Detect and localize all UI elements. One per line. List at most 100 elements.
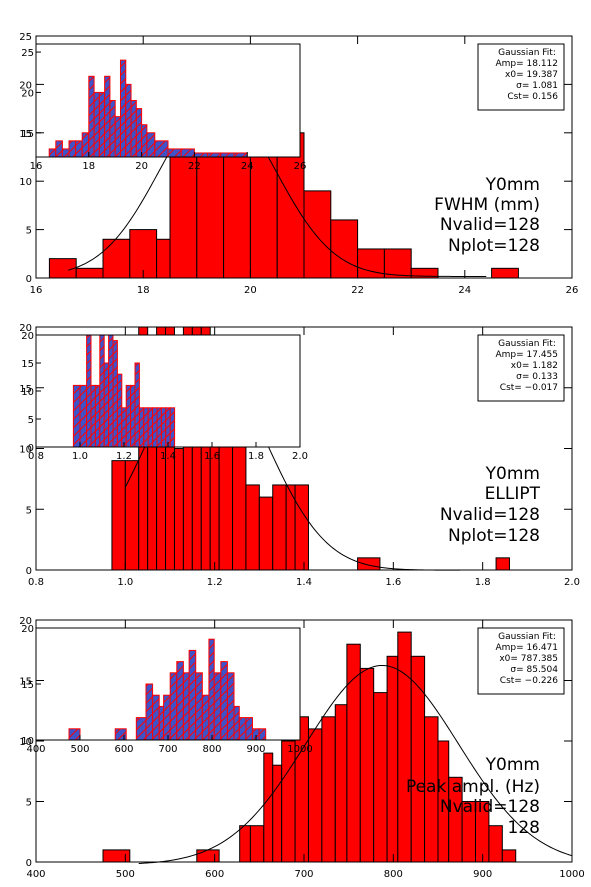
inset-x-tick-label: 22	[188, 161, 201, 172]
inset-bar	[152, 407, 158, 447]
inset-bar	[141, 124, 148, 157]
inset-bar	[201, 694, 210, 740]
x-tick-label: 1000	[559, 869, 584, 880]
histogram-bar	[272, 764, 283, 863]
panel-label: Y0mm	[485, 175, 540, 195]
fit-box-line: Amp= 17.455	[495, 350, 558, 360]
fit-box-line: x0= 787.385	[499, 654, 558, 664]
nplot-label: Nplot=128	[448, 526, 540, 546]
fit-box-line: Cst= −0.017	[500, 383, 558, 393]
axes-frame	[35, 35, 573, 279]
histogram-bar	[488, 825, 503, 863]
histogram-bar	[173, 448, 184, 571]
inset-bar	[130, 384, 136, 447]
x-tick-label: 20	[244, 285, 257, 296]
panel-label: Nvalid=128	[440, 797, 540, 817]
y-tick-label: 15	[19, 384, 32, 395]
x-tick-label: 1.2	[207, 577, 223, 588]
inset-x-tick-label: 1.8	[248, 451, 264, 462]
x-tick-label: 0.8	[28, 577, 44, 588]
nplot-label: Nplot=128	[448, 236, 540, 256]
y-tick-label: 10	[19, 445, 32, 456]
panel-label: Y0mm	[485, 755, 540, 775]
inset-bar	[138, 407, 145, 447]
inset-bar	[169, 407, 176, 447]
histogram-bar	[232, 435, 247, 571]
inset-bar	[75, 140, 83, 157]
x-tick-label: 26	[566, 285, 579, 296]
inset-bar	[88, 75, 95, 157]
inset-bar	[176, 661, 184, 740]
inset-x-tick-label: 26	[294, 161, 307, 172]
fit-box-line: Cst= 0.156	[507, 92, 558, 102]
histogram-bar	[249, 825, 265, 863]
inset-bar	[147, 407, 154, 447]
inset-bar	[68, 728, 81, 740]
x-tick-label: 1.4	[296, 577, 312, 588]
inset-x-tick-label: 20	[135, 161, 148, 172]
x-tick-label: 800	[384, 869, 403, 880]
fit-box	[477, 43, 565, 111]
inset-bar	[114, 728, 127, 740]
inset-bar	[108, 335, 114, 447]
histogram-bar	[196, 849, 220, 863]
inset-x-tick-label: 1.6	[204, 451, 220, 462]
inset-background	[36, 44, 300, 157]
histogram-bar	[357, 248, 385, 279]
inset-bar	[182, 672, 190, 740]
x-tick-label: 1.8	[475, 577, 491, 588]
histogram-bar	[294, 484, 309, 571]
y-tick-label: 20	[19, 323, 32, 334]
inset-bar	[121, 407, 127, 447]
inset-bar	[233, 152, 248, 157]
fit-box-title: Gaussian Fit:	[498, 632, 556, 642]
inset-x-tick-label: 700	[158, 744, 177, 755]
inset-bar	[207, 152, 222, 157]
inset-bar	[125, 83, 132, 157]
inset-x-tick-label: 18	[82, 161, 95, 172]
inset-bar	[145, 683, 154, 740]
nplot-label: 128	[508, 818, 540, 838]
panel-label: Nvalid=128	[440, 505, 540, 525]
y-tick-label: 15	[19, 677, 32, 688]
histogram-bar	[48, 258, 77, 279]
x-tick-label: 600	[205, 869, 224, 880]
inset-bar	[226, 672, 235, 740]
inset-bar	[48, 148, 57, 157]
inset-y-tick-label: 20	[21, 88, 34, 99]
histogram-bar	[102, 238, 131, 279]
histogram-bar	[359, 667, 375, 863]
y-tick-label: 0	[26, 274, 32, 285]
histogram-bar	[383, 248, 412, 279]
y-tick-label: 10	[19, 737, 32, 748]
fit-box	[477, 627, 565, 695]
y-tick-label: 0	[26, 566, 32, 577]
inset-bar	[90, 384, 96, 447]
fit-box-title: Gaussian Fit:	[498, 48, 556, 58]
panel-label: Y0mm	[485, 464, 540, 484]
y-tick-label: 25	[19, 32, 32, 43]
inset-bar	[258, 728, 267, 740]
histogram-bar	[156, 238, 171, 279]
inset-x-tick-label: 900	[246, 744, 265, 755]
histogram-bar	[330, 219, 359, 279]
histogram-bar	[239, 825, 251, 863]
panel-label: Nvalid=128	[440, 215, 540, 235]
inset-bar	[116, 373, 123, 447]
inset-bar	[158, 705, 165, 740]
gaussian-fit-curve	[138, 664, 573, 864]
inset-x-tick-label: 1.4	[160, 451, 176, 462]
inset-x-tick-label: 24	[241, 161, 254, 172]
y-tick-label: 5	[26, 226, 32, 237]
inset-y-tick-label: 25	[21, 48, 34, 59]
inset-histogram	[72, 335, 176, 447]
inset-bar	[135, 108, 143, 157]
gaussian-fit-curve	[68, 100, 487, 277]
inset-bar	[163, 694, 171, 740]
x-tick-label: 24	[458, 285, 471, 296]
fit-box-line: σ= 1.081	[516, 81, 558, 91]
panel-label: ELLIPT	[485, 484, 541, 504]
inset-bar	[68, 140, 77, 157]
